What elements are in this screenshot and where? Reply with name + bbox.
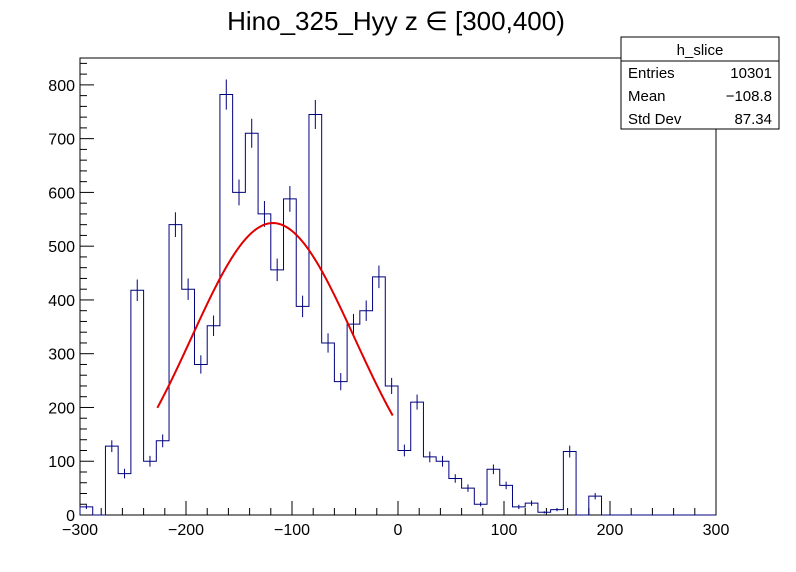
stats-mean-label: Mean	[628, 88, 666, 105]
y-tick-label-500: 500	[48, 239, 75, 256]
y-tick-label-800: 800	[48, 78, 75, 95]
gaussian-fit-curve	[156, 222, 394, 417]
y-tick-label-0: 0	[66, 508, 75, 525]
stats-box-frame	[620, 36, 780, 130]
x-tick-label--100: −100	[274, 522, 310, 539]
histogram-series	[79, 79, 716, 516]
stats-stddev-value: 87.34	[734, 111, 772, 128]
stats-stddev-label: Std Dev	[628, 111, 682, 128]
stats-box-title: h_slice	[677, 42, 724, 59]
y-axis: 0 100 200 300 400 500 600 700 800	[48, 62, 94, 525]
y-tick-label-600: 600	[48, 185, 75, 202]
y-tick-label-200: 200	[48, 400, 75, 417]
y-tick-label-100: 100	[48, 454, 75, 471]
y-tick-label-400: 400	[48, 293, 75, 310]
x-tick-label-0: 0	[394, 522, 403, 539]
x-tick-label--300: −300	[62, 522, 98, 539]
chart-title: Hino_325_Hyy z ∈ [300,400)	[227, 6, 565, 36]
y-tick-label-700: 700	[48, 132, 75, 149]
fit-curve-group	[156, 222, 394, 417]
stats-box: h_slice Entries 10301 Mean −108.8 Std De…	[620, 36, 780, 130]
stats-mean-value: −108.8	[726, 88, 772, 105]
stats-entries-value: 10301	[730, 65, 772, 82]
stats-entries-label: Entries	[628, 65, 675, 82]
x-tick-label--200: −200	[168, 522, 204, 539]
x-tick-label-300: 300	[703, 522, 730, 539]
x-tick-label-200: 200	[597, 522, 624, 539]
y-tick-label-300: 300	[48, 347, 75, 364]
x-tick-label-100: 100	[491, 522, 518, 539]
histogram-outline	[79, 94, 716, 516]
x-axis: −300 −200 −100 0 100 200 300	[62, 501, 729, 539]
